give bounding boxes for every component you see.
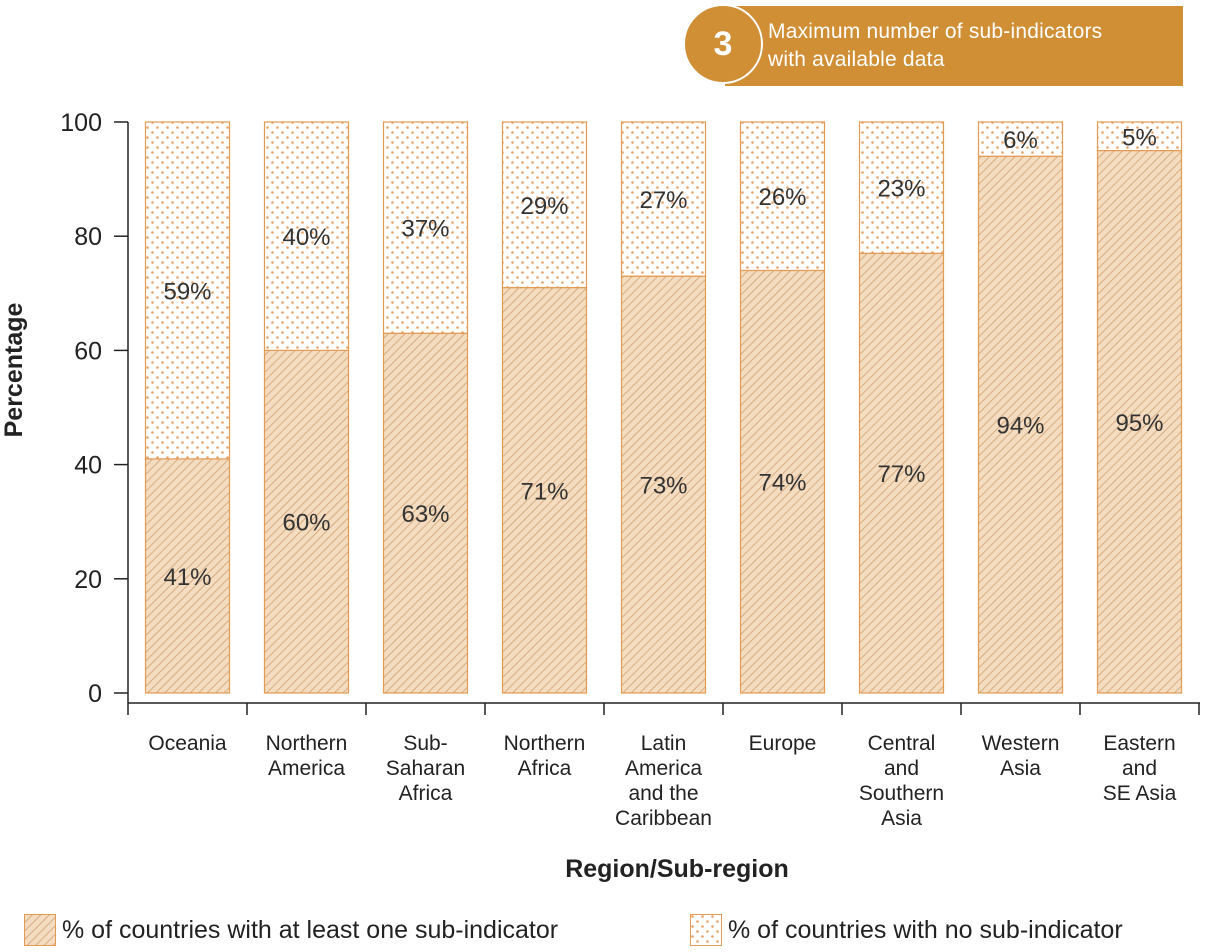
data-label-with: 95% [1115, 410, 1163, 437]
x-tick-label: and [1122, 757, 1157, 780]
data-label-without: 27% [639, 187, 687, 214]
y-axis-title: Percentage [0, 303, 28, 438]
data-label-without: 40% [282, 224, 330, 251]
x-tick-label: America [268, 757, 345, 780]
x-tick-label: Asia [881, 807, 922, 830]
badge-banner [725, 6, 1183, 86]
bar-no-sub-indicator [620, 121, 707, 277]
y-tick-label: 80 [74, 223, 102, 251]
info-badge: 3 Maximum number of sub-indicators with … [683, 4, 1183, 88]
bar-with-sub-indicator [858, 252, 945, 694]
badge-text-line-2: with available data [768, 48, 945, 71]
x-tick-label: Europe [749, 732, 817, 755]
data-label-without: 6% [1003, 127, 1038, 154]
bar-no-sub-indicator [739, 121, 826, 272]
bar-no-sub-indicator [858, 121, 945, 254]
y-tick-label: 20 [74, 566, 102, 594]
legend-label-with: % of countries with at least one sub-ind… [62, 915, 559, 944]
data-label-with: 94% [996, 413, 1044, 440]
x-tick-label: Central [868, 732, 936, 755]
bar-with-sub-indicator [1096, 149, 1183, 694]
legend-item-with: % of countries with at least one sub-ind… [24, 910, 558, 950]
x-tick-label: America [625, 757, 702, 780]
legend-swatch-hatched [24, 914, 56, 946]
data-label-with: 60% [282, 510, 330, 537]
x-tick-label: Northern [504, 732, 586, 755]
badge-text: Maximum number of sub-indicators with av… [768, 18, 1178, 74]
legend-swatch-dotted [690, 914, 722, 946]
x-tick-label: Northern [266, 732, 348, 755]
x-tick-label: Southern [859, 782, 944, 805]
bar-no-sub-indicator [1096, 121, 1183, 152]
bar-with-sub-indicator [739, 269, 826, 694]
bar-with-sub-indicator [620, 275, 707, 694]
data-label-with: 71% [520, 478, 568, 505]
bar-with-sub-indicator [144, 458, 231, 694]
x-tick-label: Eastern [1103, 732, 1175, 755]
legend: % of countries with at least one sub-ind… [24, 910, 1209, 950]
x-tick-label: Latin [641, 732, 687, 755]
x-tick-label: Saharan [386, 757, 465, 780]
data-label-without: 59% [163, 278, 211, 305]
data-label-with: 74% [758, 470, 806, 497]
x-tick-label: Oceania [148, 732, 227, 755]
data-label-without: 29% [520, 193, 568, 220]
badge-number: 3 [683, 4, 763, 84]
x-tick-label: Africa [399, 782, 453, 805]
legend-item-without: % of countries with no sub-indicator [690, 910, 1123, 950]
data-label-with: 77% [877, 461, 925, 488]
x-axis-title: Region/Sub-region [565, 855, 789, 883]
bar-with-sub-indicator [382, 332, 469, 694]
x-tick-label: and [884, 757, 919, 780]
badge-text-line-1: Maximum number of sub-indicators [768, 20, 1103, 43]
legend-label-without: % of countries with no sub-indicator [728, 915, 1123, 944]
x-tick-label: Caribbean [615, 807, 712, 830]
x-tick-label: Asia [1000, 757, 1041, 780]
x-tick-label: SE Asia [1103, 782, 1177, 805]
data-label-without: 37% [401, 216, 449, 243]
x-tick-label: Western [982, 732, 1060, 755]
bar-no-sub-indicator [144, 121, 231, 460]
bar-with-sub-indicator [501, 286, 588, 694]
x-tick-label: Sub- [403, 732, 447, 755]
data-label-with: 73% [639, 473, 687, 500]
bar-no-sub-indicator [501, 121, 588, 289]
data-label-with: 63% [401, 501, 449, 528]
x-tick-label: Africa [518, 757, 572, 780]
x-tick-label: and the [628, 782, 698, 805]
bar-with-sub-indicator [977, 155, 1064, 694]
bar-no-sub-indicator [382, 121, 469, 334]
data-label-without: 5% [1122, 124, 1157, 151]
data-label-with: 41% [163, 564, 211, 591]
y-tick-label: 100 [60, 109, 102, 137]
y-tick-label: 40 [74, 452, 102, 480]
y-tick-label: 60 [74, 337, 102, 365]
y-tick-label: 0 [88, 680, 102, 708]
bar-no-sub-indicator [977, 121, 1064, 157]
data-label-without: 26% [758, 184, 806, 211]
data-label-without: 23% [877, 176, 925, 203]
bar-no-sub-indicator [263, 121, 350, 351]
